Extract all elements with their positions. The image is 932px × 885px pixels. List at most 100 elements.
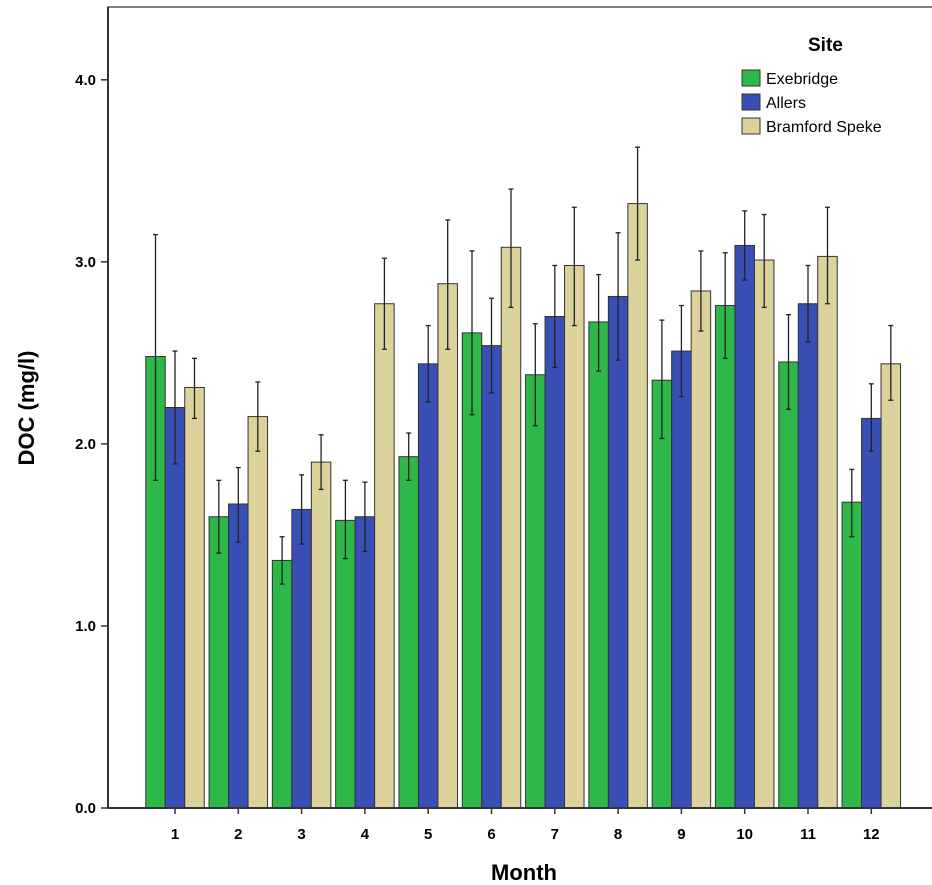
- error-bar-bramford-speke-month-1: [192, 357, 197, 420]
- error-bar-exebridge-month-9: [659, 319, 665, 440]
- x-axis-title: Month: [491, 860, 557, 885]
- bars-layer: [145, 203, 902, 809]
- error-bar-bramford-speke-month-8: [635, 146, 641, 261]
- y-tick-label: 3.0: [75, 254, 96, 271]
- x-tick-label: 9: [677, 826, 685, 843]
- y-tick-label: 4.0: [75, 72, 96, 89]
- y-axis-title: DOC (mg/l): [14, 351, 39, 466]
- x-tick-label: 3: [297, 826, 305, 843]
- x-tick-label: 5: [424, 826, 432, 843]
- bar-bramford-speke-month-2: [247, 416, 269, 809]
- bar-exebridge-month-9: [651, 379, 673, 809]
- x-tick-label: 10: [736, 826, 753, 843]
- error-bar-exebridge-month-11: [786, 314, 791, 410]
- error-bar-bramford-speke-month-10: [761, 213, 767, 309]
- error-bar-allers-month-5: [425, 324, 431, 403]
- error-bar-bramford-speke-month-4: [381, 257, 387, 350]
- bar-bramford-speke-month-5: [437, 283, 458, 809]
- error-bar-allers-month-1: [172, 350, 178, 465]
- error-bar-exebridge-month-2: [216, 479, 222, 554]
- bar-allers-month-6: [481, 345, 502, 809]
- ticks-layer: 1 2 3 4 5 6 7 8 9 10 11 120.01.02.03.04.0: [75, 72, 880, 843]
- bar-allers-month-2: [228, 503, 249, 809]
- error-bar-exebridge-month-4: [342, 479, 348, 560]
- legend: Site Exebridge Allers Bramford Speke: [741, 35, 882, 136]
- bar-bramford-speke-month-1: [184, 386, 205, 809]
- error-bar-allers-month-9: [678, 304, 684, 398]
- error-bar-exebridge-month-12: [849, 468, 855, 538]
- error-bar-exebridge-month-3: [279, 536, 285, 585]
- bar-bramford-speke-month-7: [564, 265, 585, 809]
- x-tick-label: 7: [551, 826, 559, 843]
- bar-allers-month-4: [354, 516, 376, 809]
- bar-bramford-speke-month-6: [500, 246, 522, 809]
- error-bar-allers-month-3: [299, 474, 305, 545]
- error-bar-allers-month-12: [868, 383, 874, 452]
- error-bars-layer: [153, 146, 894, 585]
- bar-bramford-speke-month-10: [753, 259, 775, 809]
- y-tick-label: 0.0: [75, 800, 96, 817]
- x-tick-label: 11: [800, 826, 816, 843]
- error-bar-allers-month-4: [362, 481, 368, 552]
- error-bar-exebridge-month-5: [406, 432, 412, 481]
- error-bar-bramford-speke-month-5: [445, 219, 451, 350]
- bar-bramford-speke-month-11: [817, 255, 838, 809]
- error-bar-allers-month-11: [805, 264, 811, 343]
- bar-allers-month-7: [544, 315, 566, 809]
- error-bar-bramford-speke-month-7: [571, 206, 577, 327]
- error-bar-allers-month-8: [615, 232, 621, 361]
- y-tick-label: 2.0: [75, 436, 96, 453]
- legend-item-allers: Allers: [741, 93, 806, 112]
- legend-swatch: [741, 93, 761, 111]
- error-bar-bramford-speke-month-2: [255, 381, 261, 452]
- bar-exebridge-month-12: [841, 501, 863, 809]
- legend-title: Site: [808, 35, 843, 56]
- bar-exebridge-month-8: [588, 321, 609, 809]
- error-bar-exebridge-month-6: [469, 250, 475, 416]
- bar-allers-month-9: [671, 350, 692, 809]
- bar-bramford-speke-month-9: [690, 290, 712, 809]
- bar-bramford-speke-month-12: [880, 363, 902, 809]
- error-bar-bramford-speke-month-3: [318, 434, 324, 491]
- error-bar-exebridge-month-1: [153, 233, 158, 481]
- bar-allers-month-11: [797, 303, 819, 809]
- legend-item-exebridge: Exebridge: [741, 69, 838, 88]
- bar-exebridge-month-11: [778, 361, 799, 809]
- error-bar-allers-month-6: [489, 297, 494, 394]
- x-tick-label: 4: [361, 826, 370, 843]
- legend-swatch: [741, 117, 761, 135]
- bar-allers-month-10: [734, 244, 755, 809]
- bar-allers-month-1: [164, 407, 186, 809]
- error-bar-allers-month-10: [742, 210, 748, 281]
- x-tick-label: 8: [614, 826, 622, 843]
- x-tick-label: 6: [487, 826, 495, 843]
- error-bar-exebridge-month-8: [596, 273, 602, 372]
- error-bar-exebridge-month-10: [722, 252, 728, 359]
- legend-label: Allers: [766, 95, 806, 112]
- bar-bramford-speke-month-8: [627, 203, 648, 809]
- x-tick-label: 2: [234, 826, 242, 843]
- y-tick-label: 1.0: [75, 618, 96, 635]
- error-bar-bramford-speke-month-11: [825, 206, 830, 305]
- error-bar-exebridge-month-7: [532, 323, 538, 427]
- bar-allers-month-12: [861, 417, 882, 809]
- legend-swatch: [741, 69, 761, 87]
- legend-label: Bramford Speke: [766, 119, 882, 136]
- x-tick-label: 12: [863, 826, 880, 843]
- bar-bramford-speke-month-4: [374, 303, 395, 809]
- bar-bramford-speke-month-3: [310, 461, 332, 809]
- bar-allers-month-5: [417, 363, 439, 809]
- bar-exebridge-month-5: [398, 456, 419, 809]
- bar-exebridge-month-2: [208, 516, 230, 809]
- x-tick-label: 1: [171, 826, 179, 843]
- error-bar-bramford-speke-month-12: [888, 324, 894, 401]
- bar-exebridge-month-7: [525, 374, 546, 809]
- bar-exebridge-month-4: [335, 519, 356, 809]
- error-bar-bramford-speke-month-6: [508, 188, 514, 309]
- legend-label: Exebridge: [766, 71, 838, 88]
- bar-allers-month-3: [291, 508, 312, 809]
- error-bar-allers-month-2: [235, 466, 241, 543]
- bar-allers-month-8: [607, 295, 629, 809]
- bar-exebridge-month-10: [714, 305, 736, 809]
